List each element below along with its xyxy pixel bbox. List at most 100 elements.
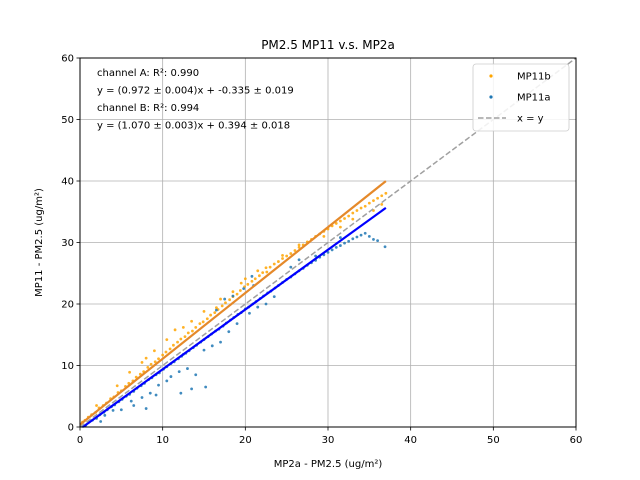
- data-point: [220, 304, 224, 308]
- data-point: [246, 282, 250, 286]
- x-tick-label: 40: [404, 435, 417, 446]
- x-axis-label: MP2a - PM2.5 (ug/m²): [274, 459, 383, 470]
- x-tick-label: 30: [322, 435, 335, 446]
- data-point: [376, 196, 379, 200]
- annotation-line: channel A: R²: 0.990: [97, 68, 199, 79]
- data-point: [281, 254, 284, 257]
- data-point: [250, 279, 254, 283]
- data-point: [367, 201, 371, 205]
- data-point: [164, 350, 168, 354]
- data-point: [219, 340, 222, 344]
- x-tick-label: 10: [156, 435, 169, 446]
- data-point: [231, 290, 235, 294]
- data-point: [359, 233, 363, 237]
- data-point: [272, 295, 276, 299]
- data-point: [297, 258, 301, 262]
- data-point: [215, 308, 218, 312]
- data-point: [202, 348, 206, 352]
- data-point: [205, 317, 209, 321]
- line-fit-channel-b: [79, 180, 387, 426]
- data-point: [359, 206, 363, 210]
- data-point: [223, 297, 227, 301]
- data-point: [339, 225, 342, 229]
- data-point: [165, 338, 169, 342]
- data-point: [334, 246, 338, 249]
- data-point: [173, 328, 177, 332]
- data-point: [99, 420, 103, 423]
- data-point: [355, 209, 359, 212]
- data-point: [297, 246, 301, 249]
- data-point: [339, 236, 342, 239]
- data-point: [183, 335, 187, 338]
- legend-label: MP11b: [517, 72, 551, 83]
- data-point: [202, 309, 206, 313]
- data-point: [165, 379, 169, 383]
- x-tick-label: 0: [77, 435, 83, 446]
- data-point: [227, 330, 231, 334]
- data-point: [265, 270, 269, 274]
- data-point: [228, 298, 232, 302]
- x-tick-label: 20: [239, 435, 252, 446]
- legend-marker: [489, 95, 493, 99]
- data-point: [351, 217, 355, 221]
- data-point: [168, 347, 172, 351]
- data-point: [194, 373, 198, 377]
- data-point: [272, 262, 276, 266]
- data-point: [144, 356, 148, 360]
- data-point: [285, 254, 289, 258]
- data-point: [239, 281, 243, 285]
- data-point: [250, 274, 254, 278]
- y-tick-label: 40: [61, 177, 74, 188]
- legend-label: MP11a: [517, 93, 551, 104]
- y-tick-label: 30: [61, 238, 74, 249]
- data-point: [363, 231, 367, 235]
- data-point: [242, 287, 246, 291]
- data-point: [253, 277, 257, 281]
- data-point: [144, 407, 148, 410]
- data-point: [161, 353, 165, 357]
- data-point: [169, 375, 173, 378]
- data-point: [201, 320, 205, 324]
- data-point: [181, 325, 185, 329]
- y-axis-label: MP11 - PM2.5 (ug/m²): [34, 188, 45, 297]
- data-point: [347, 239, 351, 243]
- legend: MP11b MP11a x = y: [472, 63, 570, 132]
- data-point: [132, 404, 136, 407]
- y-tick-label: 20: [61, 300, 74, 311]
- data-point: [95, 404, 98, 407]
- data-point: [172, 343, 175, 347]
- data-point: [268, 265, 272, 269]
- data-point: [383, 245, 387, 249]
- data-point: [153, 360, 157, 364]
- data-point: [314, 254, 317, 258]
- x-tick-label: 60: [570, 435, 583, 446]
- data-point: [238, 289, 242, 292]
- y-tick-label: 10: [61, 361, 74, 372]
- data-point: [343, 217, 346, 220]
- data-point: [157, 383, 160, 387]
- data-point: [119, 408, 123, 412]
- data-point: [219, 297, 222, 301]
- axis-ticks: 0 10 20 30 40 50 60 0 10 20 30 40 50 60: [61, 54, 582, 447]
- data-point: [154, 393, 158, 397]
- data-point: [339, 219, 342, 223]
- y-tick-label: 60: [61, 54, 74, 65]
- data-point: [289, 252, 293, 255]
- data-point: [190, 387, 194, 391]
- annotation-line: y = (0.972 ± 0.004)x + -0.335 ± 0.019: [97, 86, 294, 97]
- data-point: [347, 214, 351, 218]
- data-point: [111, 408, 115, 412]
- data-point: [231, 294, 235, 298]
- y-tick-label: 0: [68, 423, 74, 434]
- y-tick-label: 50: [61, 115, 74, 126]
- data-point: [103, 413, 107, 417]
- data-point: [186, 367, 189, 370]
- data-point: [194, 325, 198, 329]
- line-fit-channel-a: [82, 206, 387, 428]
- data-point: [330, 248, 334, 252]
- data-point: [384, 191, 388, 195]
- x-tick-label: 50: [487, 435, 500, 446]
- data-point: [243, 277, 247, 281]
- data-point: [148, 391, 152, 395]
